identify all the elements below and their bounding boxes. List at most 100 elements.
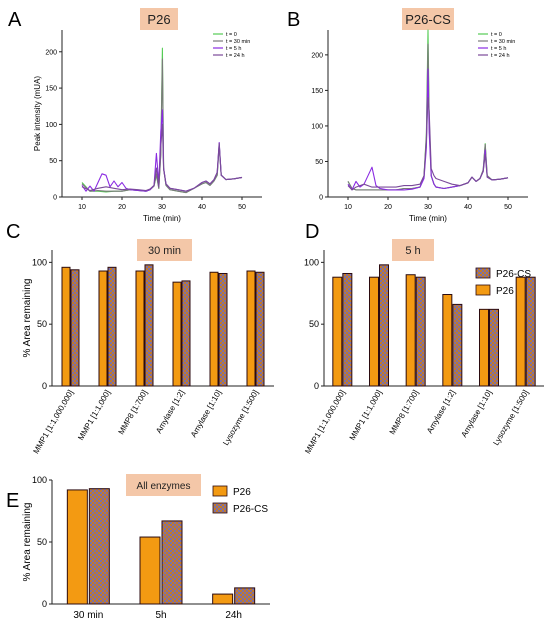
y-tick-label: 50 — [49, 158, 57, 165]
legend-label-t-5-h: t = 5 h — [226, 46, 241, 52]
legend-swatch-p26 — [212, 485, 228, 497]
legend-label-p26-cs: P26-CS — [496, 269, 531, 280]
x-tick-label: 24h — [225, 610, 242, 621]
x-tick-label: Amylase [1:10] — [189, 389, 223, 439]
bar-p26-cs-24h — [234, 587, 256, 605]
legend-label-t-24-h: t = 24 h — [226, 53, 245, 59]
x-tick-label: 20 — [118, 204, 126, 211]
series-line-t-24-h — [81, 123, 243, 192]
y-tick-label: 100 — [32, 257, 47, 267]
chart-title: 30 min — [148, 245, 181, 257]
bar-p26-24h — [212, 593, 234, 605]
x-tick-label: Amylase [1:10] — [459, 389, 493, 439]
chart-title: P26 — [147, 12, 170, 27]
x-tick-label: 50 — [238, 204, 246, 211]
y-tick-label: 150 — [311, 88, 323, 95]
bar-p26-cs-30-min — [88, 488, 110, 605]
bar-p26-cs-amylase-1-2 — [181, 280, 191, 387]
legend-swatch-p26 — [475, 284, 491, 296]
y-axis-label: % Area remaining — [22, 503, 33, 582]
bar-p26-30-min — [66, 489, 88, 605]
x-tick-label: 50 — [504, 204, 512, 211]
y-tick-label: 100 — [304, 257, 319, 267]
x-tick-label: 40 — [198, 204, 206, 211]
bar-p26-cs-mmp1-1-1-000-000 — [342, 272, 353, 387]
legend-label-t-5-h: t = 5 h — [491, 46, 506, 52]
series-line-t-24-h — [347, 96, 509, 191]
x-tick-label: 40 — [464, 204, 472, 211]
x-tick-label: 30 — [424, 204, 432, 211]
bar-p26-mmp1-1-1-000 — [98, 270, 108, 387]
chart-title-box — [402, 8, 454, 30]
y-tick-label: 100 — [311, 123, 323, 130]
x-tick-label: Amylase [1:2] — [154, 389, 186, 435]
legend-label-t-30-min: t = 30 min — [226, 39, 250, 45]
bar-p26-cs-lysozyme-1-500 — [525, 276, 536, 387]
bar-p26-cs-mmp8-1-700 — [415, 276, 426, 387]
x-tick-label: 30 min — [73, 610, 103, 621]
bar-p26-cs-amylase-1-10 — [218, 272, 228, 387]
panel-letter-d: D — [305, 221, 319, 243]
x-tick-label: 5h — [155, 610, 166, 621]
x-tick-label: MMP1 [1:1,000,000] — [303, 389, 347, 456]
x-tick-label: MMP1 [1:1,000] — [348, 389, 384, 442]
bar-p26-cs-mmp1-1-1-000 — [379, 264, 389, 387]
x-tick-label: Lysozyme [1:500] — [221, 389, 260, 448]
chart-title: All enzymes — [137, 481, 191, 492]
legend-label-p26: P26 — [496, 286, 514, 297]
x-tick-label: 10 — [78, 204, 86, 211]
bar-p26-mmp8-1-700 — [405, 274, 416, 387]
y-tick-label: 0 — [53, 195, 57, 202]
y-tick-label: 50 — [315, 159, 323, 166]
x-tick-label: 30 — [158, 204, 166, 211]
legend-label-t-0: t = 0 — [491, 32, 502, 38]
y-tick-label: 0 — [42, 381, 47, 391]
x-tick-label: MMP1 [1:1,000] — [76, 389, 112, 442]
legend-label-p26-cs: P26-CS — [233, 504, 268, 515]
bar-p26-mmp1-1-1-000 — [369, 276, 379, 387]
x-tick-label: MMP1 [1:1,000,000] — [31, 389, 75, 456]
y-axis-label: Peak intensity (mUA) — [33, 76, 42, 151]
bar-p26-amylase-1-2 — [442, 294, 453, 387]
bar-p26-cs-mmp8-1-700 — [144, 264, 154, 387]
bar-p26-5h — [139, 536, 161, 605]
legend-swatch-p26-cs — [212, 502, 228, 514]
y-tick-label: 100 — [45, 122, 57, 129]
y-tick-label: 200 — [311, 52, 323, 59]
series-line-t-5-h — [347, 68, 509, 191]
bar-p26-cs-amylase-1-2 — [452, 303, 463, 387]
bar-p26-mmp8-1-700 — [135, 270, 145, 387]
bar-p26-cs-amylase-1-10 — [489, 308, 499, 387]
x-tick-label: MMP8 [1:700] — [388, 389, 421, 437]
x-axis-label: Time (min) — [409, 214, 447, 223]
bar-p26-amylase-1-10 — [479, 308, 489, 387]
bar-p26-lysozyme-1-500 — [246, 270, 256, 387]
x-tick-label: Amylase [1:2] — [425, 389, 457, 435]
chart-title-box — [392, 239, 434, 261]
x-tick-label: MMP8 [1:700] — [117, 389, 150, 437]
y-tick-label: 0 — [42, 599, 47, 609]
y-tick-label: 50 — [309, 319, 319, 329]
bar-p26-cs-mmp1-1-1-000-000 — [70, 269, 80, 387]
chart-b-chromatogram-p26cs: P26-CS 0 50 100 150 200 10 20 30 40 50 Time (min) t … — [311, 8, 528, 223]
chart-title-box — [126, 474, 201, 496]
bar-p26-cs-5h — [161, 520, 183, 605]
chart-e-bar-all-enzymes: All enzymes 0 50 100 % Area remaining 30 min 5… — [22, 474, 270, 621]
y-tick-label: 50 — [37, 319, 47, 329]
y-tick-label: 0 — [314, 381, 319, 391]
series-line-t-5-h — [81, 109, 243, 192]
chart-title: P26-CS — [405, 12, 451, 27]
legend-label-t-30-min: t = 30 min — [491, 39, 515, 45]
bar-p26-cs-lysozyme-1-500 — [255, 271, 265, 387]
y-tick-label: 150 — [45, 86, 57, 93]
bar-p26-mmp1-1-1-000-000 — [61, 266, 71, 387]
panel-letter-a: A — [8, 9, 22, 31]
legend-label-t-0: t = 0 — [226, 32, 237, 38]
panel-letter-c: C — [6, 221, 20, 243]
legend-label-t-24-h: t = 24 h — [491, 53, 510, 59]
y-tick-label: 0 — [319, 195, 323, 202]
bar-p26-amylase-1-10 — [209, 271, 219, 387]
legend-swatch-p26-cs — [475, 267, 491, 279]
chart-c-bar-30min: 30 min 0 50 100 % Area remaining MMP1 [1:1,00… — [22, 239, 274, 455]
